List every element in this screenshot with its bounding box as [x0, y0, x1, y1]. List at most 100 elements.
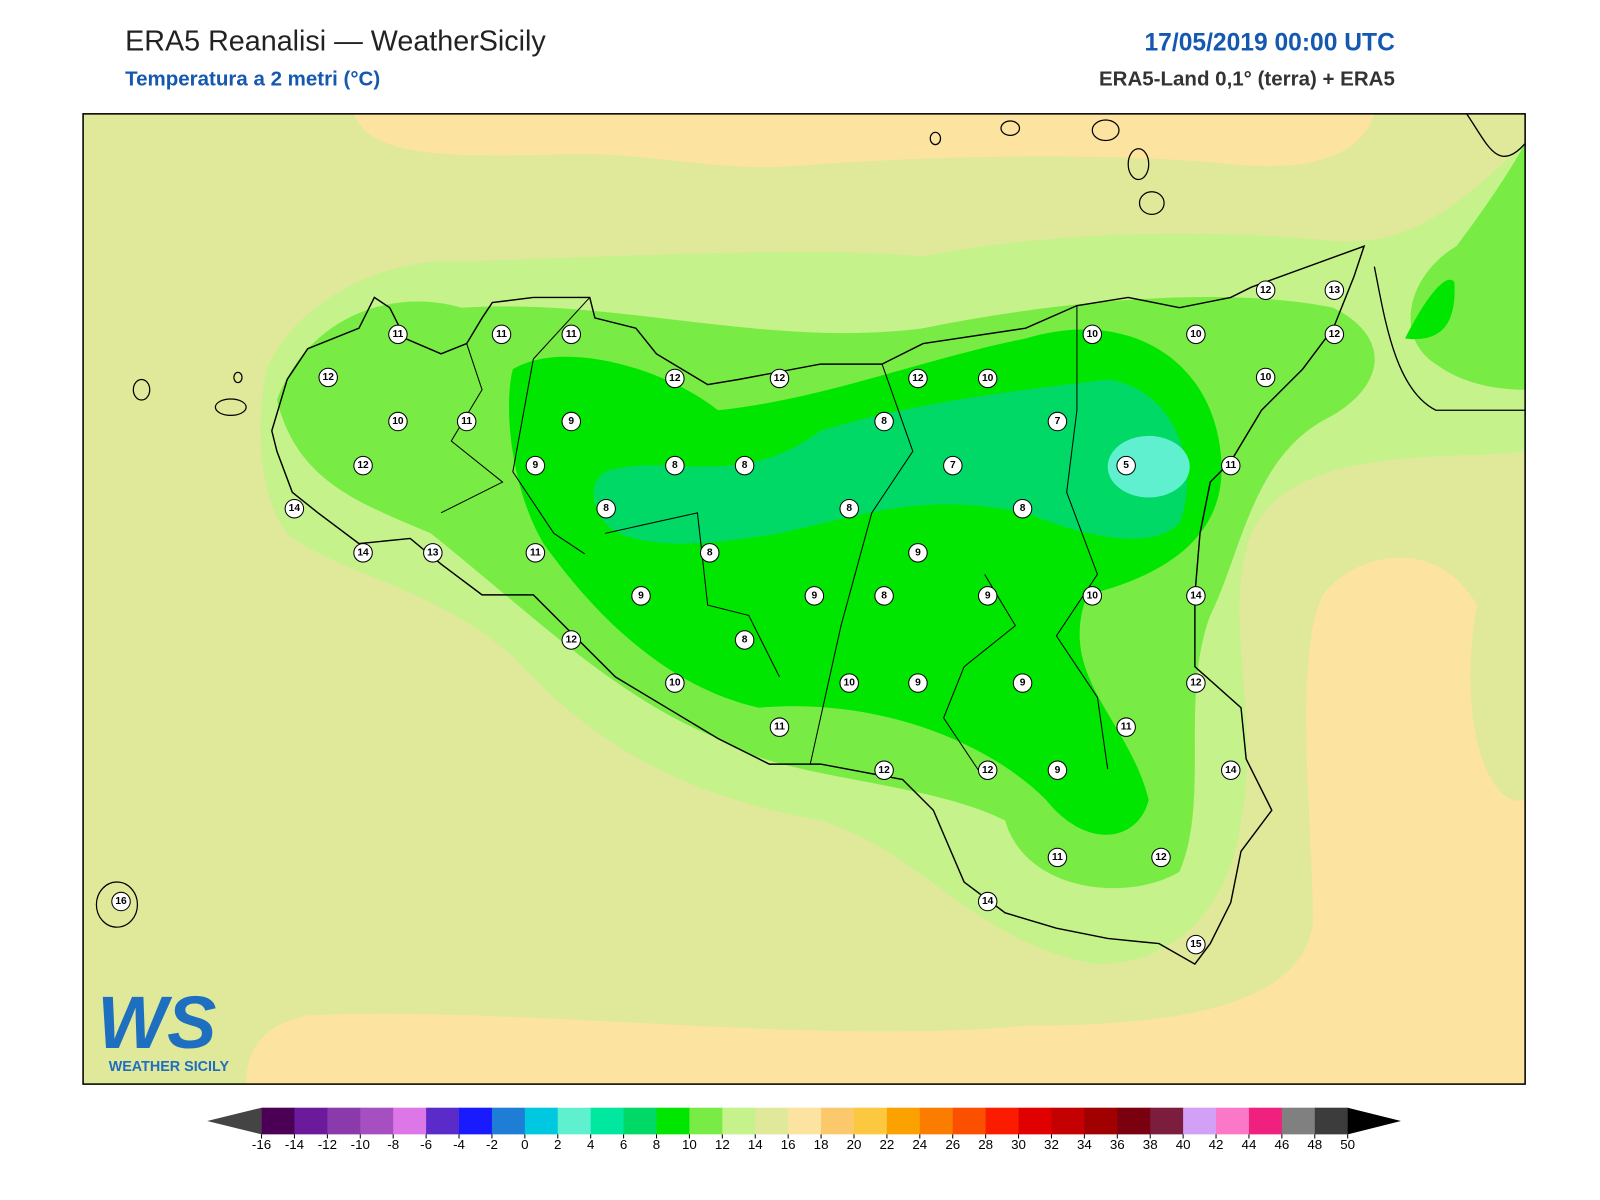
colorbar-swatch [1248, 1107, 1283, 1135]
datetime: 17/05/2019 00:00 UTC [1144, 30, 1395, 57]
station-value: 9 [985, 590, 991, 601]
station-value: 10 [844, 678, 856, 689]
station-value: 10 [669, 678, 681, 689]
station-value: 14 [982, 896, 994, 907]
station-value: 12 [1329, 329, 1341, 340]
subtitle: Temperatura a 2 metri (°C) [125, 67, 380, 90]
station-value: 12 [878, 765, 890, 776]
station-marker [525, 455, 546, 476]
station-value: 14 [357, 547, 369, 558]
station-marker [353, 543, 373, 563]
colorbar-label: 22 [879, 1137, 894, 1152]
colorbar-label: 18 [814, 1137, 829, 1152]
station-marker [525, 543, 546, 563]
colorbar-swatch [722, 1107, 756, 1135]
colorbar-label: 0 [521, 1137, 528, 1152]
station-marker [665, 368, 685, 389]
colorbar-label: 32 [1044, 1137, 1059, 1152]
colorbar-label: 10 [682, 1137, 697, 1152]
station-value: 8 [1020, 503, 1026, 514]
station-marker [908, 543, 928, 563]
station-value: 12 [323, 372, 335, 383]
map-frame [82, 113, 1526, 1085]
station-marker [804, 586, 825, 606]
colorbar-swatch [1281, 1107, 1316, 1135]
station-value: 8 [672, 460, 678, 471]
colorbar-label: 28 [978, 1137, 993, 1152]
colorbar: -16 -14 -12 -10 -8 -6 -4 -2 0 2 4 6 8 10 12 14 16 18 20 22 2… [207, 1107, 1402, 1152]
station-marker [977, 760, 998, 780]
colorbar-label: 24 [912, 1137, 927, 1152]
colorbar-label: -16 [252, 1137, 271, 1152]
station-marker [1047, 847, 1068, 868]
colorbar-swatch [491, 1107, 526, 1135]
station-value: 8 [603, 503, 609, 514]
station-marker [561, 411, 582, 432]
station-value: 8 [742, 460, 748, 471]
colorbar-swatch [623, 1107, 658, 1135]
station-value: 10 [1087, 590, 1099, 601]
station-value: 11 [1225, 460, 1236, 471]
station-value: 9 [812, 590, 818, 601]
station-marker [423, 543, 443, 563]
colorbar-swatch [360, 1107, 394, 1135]
station-value: 9 [915, 547, 921, 558]
station-value: 11 [530, 547, 541, 558]
station-marker [1221, 760, 1241, 780]
field [246, 557, 1526, 1085]
station-marker [1047, 411, 1068, 432]
colorbar-swatch [590, 1107, 625, 1135]
station-value: 11 [393, 329, 404, 340]
station-value: 11 [461, 416, 472, 427]
colorbar-label: 8 [653, 1137, 660, 1152]
station-marker [1012, 673, 1033, 693]
station-value: 10 [392, 416, 404, 427]
colorbar-label: 12 [715, 1137, 730, 1152]
station-value: 11 [1052, 852, 1063, 863]
station-marker [318, 367, 338, 388]
station-marker [491, 324, 512, 345]
coastline [1373, 113, 1526, 411]
station-value: 12 [1190, 678, 1202, 689]
colorbar-swatch [919, 1107, 954, 1135]
map: 11 11 11 12 10 11 9 12 9 14 14 13 11 12 12 12 10 10 10 12 13… [83, 113, 1526, 1085]
field [1405, 279, 1455, 340]
colorbar-label: 36 [1110, 1137, 1125, 1152]
islands [95, 119, 1165, 928]
station-marker [1047, 760, 1068, 780]
station-value: 9 [533, 460, 539, 471]
station-marker [1082, 586, 1103, 606]
station-marker [1324, 280, 1345, 300]
colorbar-label: -8 [387, 1137, 399, 1152]
station-marker [908, 368, 928, 389]
colorbar-label: 50 [1340, 1137, 1355, 1152]
colorbar-label: 30 [1011, 1137, 1026, 1152]
station-value: 9 [1055, 765, 1061, 776]
colorbar-label: -10 [351, 1137, 370, 1152]
station-marker [700, 543, 720, 563]
colorbar-swatch [557, 1107, 592, 1135]
colorbar-swatch [294, 1107, 328, 1135]
logo-mark: WS [97, 981, 216, 1064]
station-marker [734, 630, 755, 650]
station-marker [284, 498, 305, 519]
colorbar-swatch [952, 1107, 987, 1135]
station-marker [734, 455, 755, 476]
station-marker [874, 411, 894, 432]
station-value: 14 [289, 503, 301, 514]
station-marker [839, 498, 859, 519]
colorbar-swatch [1314, 1107, 1349, 1135]
station-value: 8 [742, 635, 748, 646]
colorbar-label: 46 [1274, 1137, 1289, 1152]
station-marker [111, 891, 131, 912]
station-value: 9 [915, 678, 921, 689]
station-marker [1186, 586, 1206, 606]
station-value: 12 [669, 373, 681, 384]
station-value: 11 [1121, 722, 1132, 733]
colorbar-label: 14 [748, 1137, 763, 1152]
station-marker [1186, 324, 1206, 345]
station-marker [631, 586, 651, 606]
station-marker [977, 586, 998, 606]
colorbar-swatch [1117, 1107, 1151, 1135]
province-border [440, 297, 1109, 780]
